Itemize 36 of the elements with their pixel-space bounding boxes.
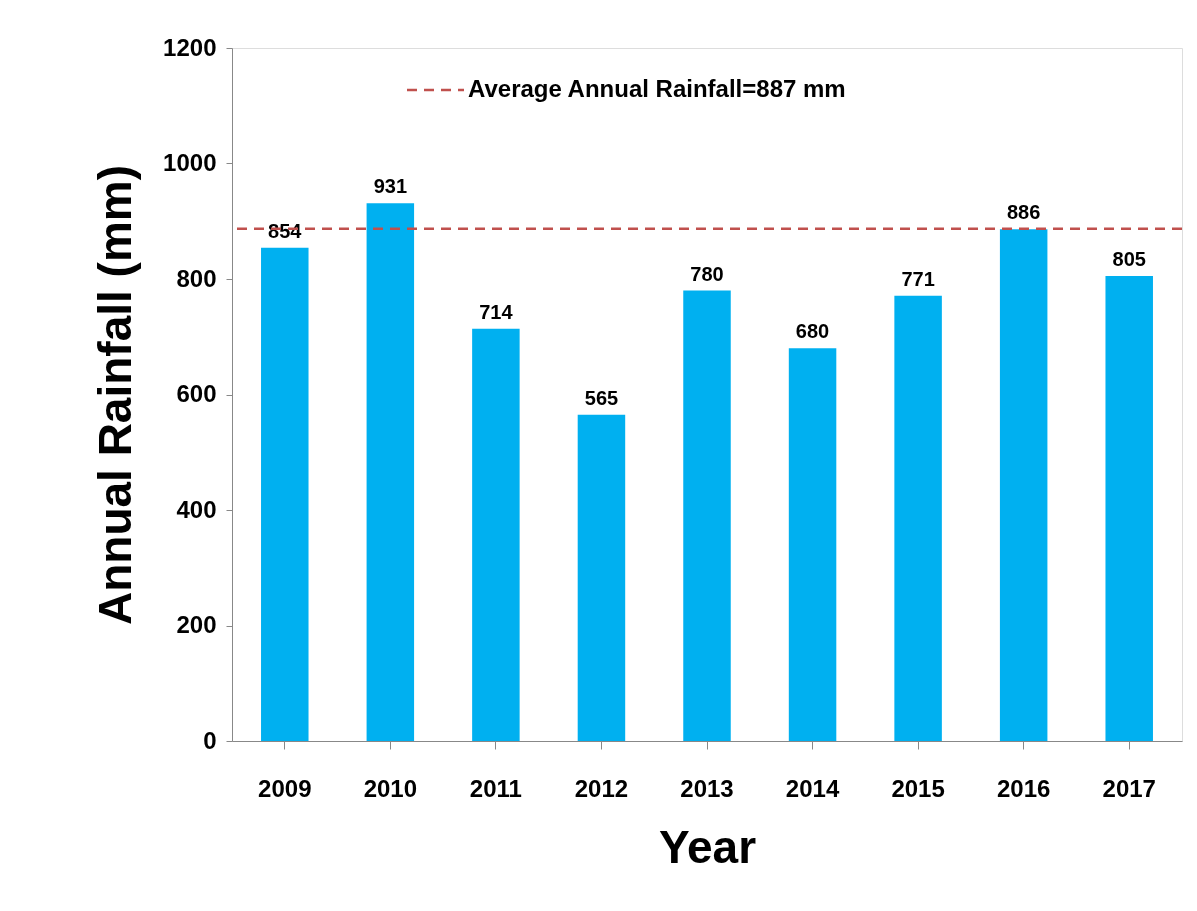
bar (261, 247, 309, 741)
y-tick-label: 1000 (163, 149, 217, 176)
legend-label: Average Annual Rainfall=887 mm (468, 75, 846, 102)
x-tick-label: 2009 (258, 774, 312, 802)
y-tick-label: 600 (176, 380, 217, 407)
x-tick-label: 2013 (680, 774, 734, 802)
x-tick-label: 2017 (1102, 774, 1156, 802)
bar (788, 348, 837, 741)
y-tick-label: 0 (203, 726, 217, 754)
y-tick-label: 1200 (163, 33, 217, 61)
data-label: 714 (479, 300, 514, 323)
x-tick-label: 2010 (363, 774, 418, 802)
y-tick-label: 800 (176, 264, 217, 292)
x-axis-title: Year (658, 820, 757, 873)
y-axis-title: Annual Rainfall (mm) (89, 164, 142, 626)
x-tick-label: 2012 (574, 774, 629, 802)
data-label: 565 (584, 386, 619, 409)
x-tick-label: 2014 (785, 774, 840, 802)
y-tick-label: 400 (176, 495, 217, 523)
x-tick-label: 2011 (469, 774, 522, 802)
data-label: 680 (795, 320, 830, 343)
bar (999, 229, 1048, 741)
bar (683, 290, 731, 741)
y-tick-label: 200 (176, 611, 217, 638)
bar (366, 203, 415, 741)
data-label: 805 (1112, 248, 1146, 271)
bar (472, 328, 520, 741)
bar (1105, 276, 1153, 741)
x-tick-label: 2015 (891, 774, 945, 802)
data-label: 780 (690, 262, 724, 285)
data-label: 886 (1006, 201, 1041, 224)
x-tick-label: 2016 (996, 774, 1051, 802)
data-label: 931 (373, 175, 408, 198)
bar (577, 414, 626, 741)
bar (894, 295, 942, 741)
data-label: 771 (901, 267, 935, 290)
